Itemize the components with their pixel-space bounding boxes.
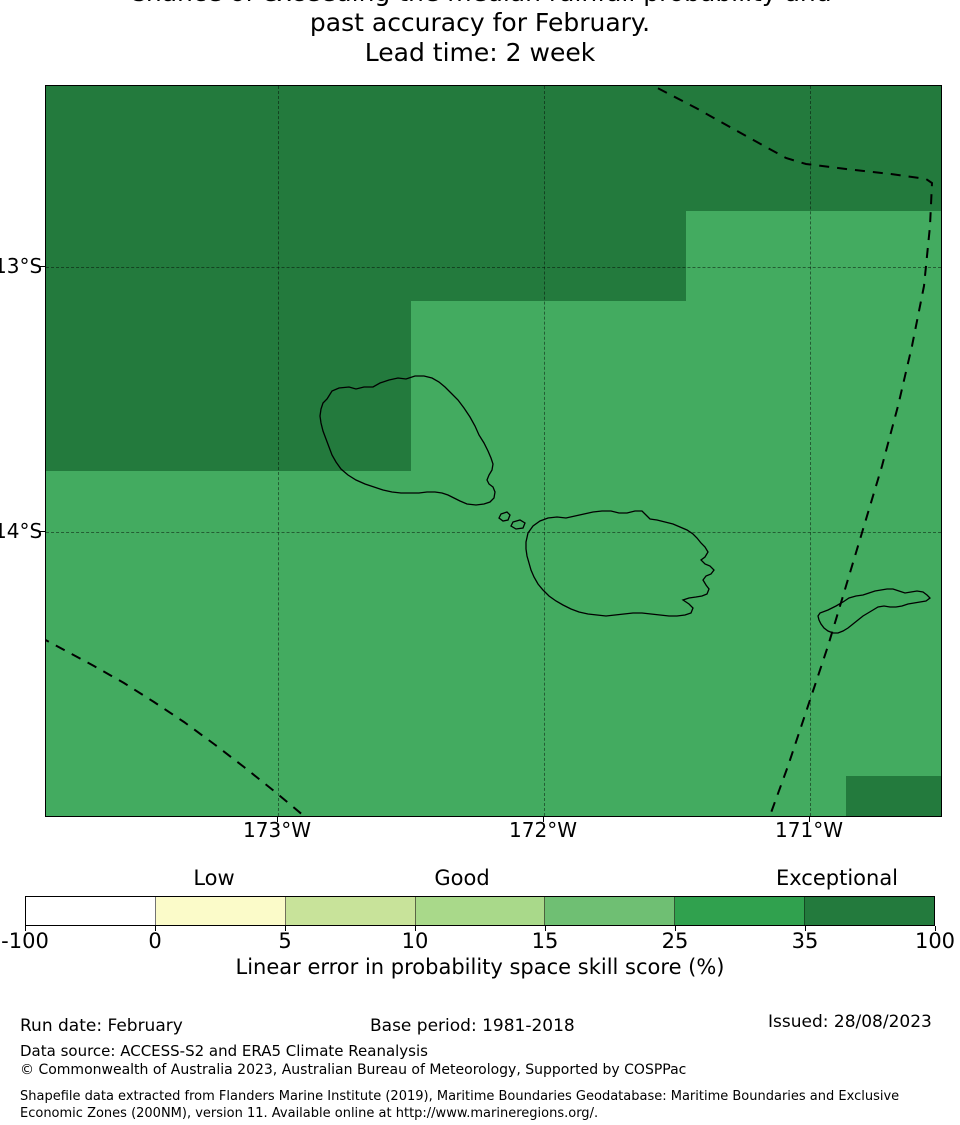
footer-data-source: Data source: ACCESS-S2 and ERA5 Climate …: [20, 1042, 428, 1060]
title-line-2: past accuracy for February.: [309, 8, 651, 37]
colorbar[interactable]: [25, 896, 935, 926]
colorbar-tick-label: 0: [148, 929, 162, 953]
colorbar-tick-label: 5: [278, 929, 292, 953]
apolima-island-outline: [498, 511, 511, 522]
chart-title: Chance of exceeding the median rainfall …: [0, 0, 960, 68]
colorbar-tick-mark: [155, 926, 156, 931]
eez-boundary-southwest: [46, 639, 305, 816]
colorbar-segment: [285, 897, 416, 925]
tutuila-island-outline: [817, 588, 931, 634]
colorbar-segment: [26, 897, 156, 925]
colorbar-tick-label: 25: [661, 929, 689, 953]
colorbar-category-label: Good: [434, 866, 490, 890]
heatmap-cell: [846, 776, 941, 816]
heatmap-cell: [686, 86, 941, 211]
footer-base-period: Base period: 1981-2018: [370, 1016, 575, 1036]
colorbar-tick-mark: [415, 926, 416, 931]
colorbar-tick-label: 15: [531, 929, 559, 953]
colorbar-tick-mark: [935, 926, 936, 931]
heatmap-cell: [46, 86, 686, 301]
manono-island-outline: [510, 519, 526, 530]
y-axis-tick-label: 13°S: [0, 254, 43, 278]
colorbar-tick-label: -100: [1, 929, 49, 953]
x-axis-tick-label: 172°W: [509, 818, 577, 842]
footer-copyright: © Commonwealth of Australia 2023, Austra…: [20, 1062, 687, 1078]
colorbar-category-label: Low: [193, 866, 235, 890]
footer-issued-date: Issued: 28/08/2023: [768, 1012, 932, 1032]
colorbar-tick-mark: [675, 926, 676, 931]
upolu-island-outline: [525, 510, 715, 617]
colorbar-segment: [155, 897, 286, 925]
colorbar-segment: [545, 897, 676, 925]
footer-run-date: Run date: February: [20, 1016, 183, 1036]
colorbar-tick-mark: [25, 926, 26, 931]
colorbar-segment: [805, 897, 935, 925]
colorbar-tick-label: 100: [914, 929, 956, 953]
heatmap-cell-layer: [46, 86, 941, 816]
footer-shapefile-attribution: Shapefile data extracted from Flanders M…: [20, 1089, 900, 1121]
heatmap-cell: [411, 301, 686, 471]
y-axis-tick-label: 14°S: [0, 519, 43, 543]
x-axis-tick-label: 173°W: [243, 818, 311, 842]
map-plot-area: [45, 85, 942, 817]
savaii-island-outline: [319, 375, 496, 506]
colorbar-tick-label: 10: [401, 929, 429, 953]
colorbar-category-label: Exceptional: [775, 866, 899, 890]
map-vector-overlay: [46, 86, 934, 816]
x-axis-tick-label: 171°W: [775, 818, 843, 842]
colorbar-tick-mark: [545, 926, 546, 931]
heatmap-cell: [46, 471, 941, 816]
colorbar-tick-label: 35: [791, 929, 819, 953]
colorbar-axis-label: Linear error in probability space skill …: [235, 955, 725, 979]
footer-primary-row: Run date: February Base period: 1981-201…: [0, 1012, 960, 1042]
colorbar-segment: [415, 897, 546, 925]
title-line-1: Chance of exceeding the median rainfall …: [0, 0, 960, 8]
colorbar-segment: [675, 897, 806, 925]
eez-boundary-northeast: [651, 86, 934, 816]
colorbar-tick-mark: [805, 926, 806, 931]
heatmap-cell: [46, 301, 411, 471]
colorbar-tick-mark: [285, 926, 286, 931]
title-line-3: Lead time: 2 week: [364, 38, 596, 67]
